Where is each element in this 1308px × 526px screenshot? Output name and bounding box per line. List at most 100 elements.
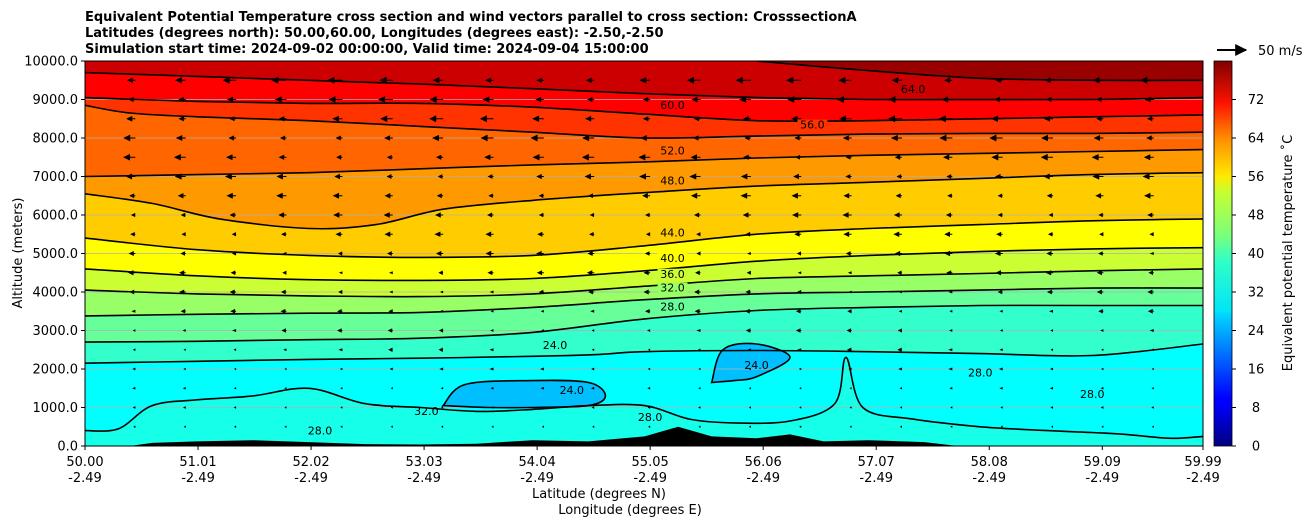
wind-arrow (639, 77, 651, 84)
wind-arrow (541, 329, 544, 332)
contour-lines (85, 61, 1203, 440)
wind-arrow (690, 192, 701, 199)
wind-arrow (694, 308, 701, 314)
wind-arrow (173, 153, 186, 161)
wind-arrow (335, 135, 343, 141)
wind-arrow (222, 76, 237, 84)
wind-arrow (487, 174, 494, 179)
wind-arrow (271, 76, 287, 84)
colorbar-tick-label: 48 (1248, 209, 1265, 224)
x-tick-label-lon: -2.49 (181, 471, 215, 486)
wind-arrow (947, 193, 953, 199)
wind-arrow (435, 212, 444, 218)
wind-arrow (1093, 135, 1104, 141)
x-tick-label-lat: 58.08 (971, 455, 1008, 470)
wind-arrow (589, 212, 595, 218)
wind-arrow (794, 231, 802, 237)
wind-arrow (647, 386, 651, 390)
wind-arrow (1050, 329, 1054, 332)
wind-arrow (538, 289, 544, 295)
wind-arrow (696, 329, 701, 332)
contour-label: 28.0 (660, 300, 685, 313)
terrain (85, 426, 1203, 446)
wind-arrow (941, 96, 953, 103)
wind-arrow (696, 251, 701, 256)
wind-arrow (127, 77, 136, 84)
x-tick-label-lat: 56.06 (745, 455, 782, 470)
wind-arrow (1142, 173, 1154, 180)
wind-arrow (647, 406, 651, 409)
wind-arrow (432, 77, 444, 84)
wind-arrow (129, 289, 136, 295)
wind-arrow (899, 425, 902, 429)
contour-line-76 (756, 61, 1203, 82)
wind-arrow (438, 347, 444, 352)
wind-arrow (648, 425, 651, 429)
contour-cold-region-0 (441, 379, 607, 409)
wind-arrow (848, 290, 852, 294)
wind-arrow (1000, 425, 1003, 429)
wind-arrow (536, 270, 544, 276)
wind-arrow (226, 192, 237, 199)
wind-arrow (899, 406, 902, 409)
wind-arrow (698, 367, 701, 371)
wind-arrow (591, 329, 595, 332)
wind-arrow (487, 270, 494, 276)
x-axis: 50.00-2.4951.01-2.4952.02-2.4953.03-2.49… (66, 446, 1222, 486)
colorbar-tick-label: 8 (1252, 401, 1260, 416)
wind-arrow (798, 367, 802, 371)
wind-arrow (795, 328, 802, 333)
contour-label: 60.0 (660, 99, 685, 112)
wind-arrow (742, 212, 751, 218)
wind-arrow (490, 386, 494, 390)
wind-arrow (280, 308, 287, 314)
wind-arrow (440, 386, 444, 390)
wind-arrow (585, 77, 595, 84)
wind-arrow (489, 290, 494, 294)
wind-arrow (178, 116, 186, 122)
wind-arrow (1099, 232, 1104, 237)
y-tick-label: 2000.0 (33, 363, 79, 378)
wind-arrow (584, 115, 595, 122)
wind-arrow (485, 250, 494, 257)
contour-label: 36.0 (660, 268, 685, 281)
wind-arrow (1098, 308, 1104, 314)
wind-arrow (591, 348, 595, 352)
wind-arrow (994, 96, 1003, 103)
wind-arrow (1147, 212, 1154, 218)
wind-arrow (388, 309, 393, 314)
x-tick-label-lat: 51.01 (179, 455, 216, 470)
wind-arrow (231, 329, 237, 332)
wind-arrow (1151, 386, 1154, 390)
colorbar: 0 8 16 24 32 40 48 56 64 72 Equivalent potential … (1213, 60, 1296, 455)
wind-arrow (949, 309, 953, 313)
wind-arrow (690, 154, 701, 161)
wind-arrow (178, 96, 186, 103)
wind-arrow (1095, 193, 1104, 199)
wind-arrow (1098, 251, 1104, 256)
wind-arrow (179, 270, 186, 276)
wind-arrow (380, 115, 393, 123)
wind-arrow (847, 309, 852, 314)
band-76 (756, 61, 1203, 81)
wind-arrow (390, 386, 393, 390)
wind-arrow (748, 386, 751, 390)
colorbar-ticks: 0 8 16 24 32 40 48 56 64 72 (1232, 93, 1264, 455)
wind-arrow (439, 367, 444, 371)
wind-arrow (645, 212, 651, 218)
wind-arrow (538, 193, 544, 199)
wind-arrow (698, 406, 701, 409)
wind-arrow (230, 270, 237, 276)
wind-arrow (432, 134, 444, 142)
wind-arrow (536, 173, 544, 180)
wind-arrow (183, 348, 186, 352)
wind-arrow (1000, 329, 1003, 332)
wind-arrow (435, 154, 444, 160)
wind-arrow (389, 290, 393, 294)
band-cold-region-0 (443, 380, 606, 408)
wind-arrow (379, 76, 393, 84)
wind-arrow (280, 135, 287, 141)
wind-arrow (1147, 289, 1154, 295)
wind-arrow (939, 134, 953, 142)
wind-arrow (126, 115, 136, 122)
